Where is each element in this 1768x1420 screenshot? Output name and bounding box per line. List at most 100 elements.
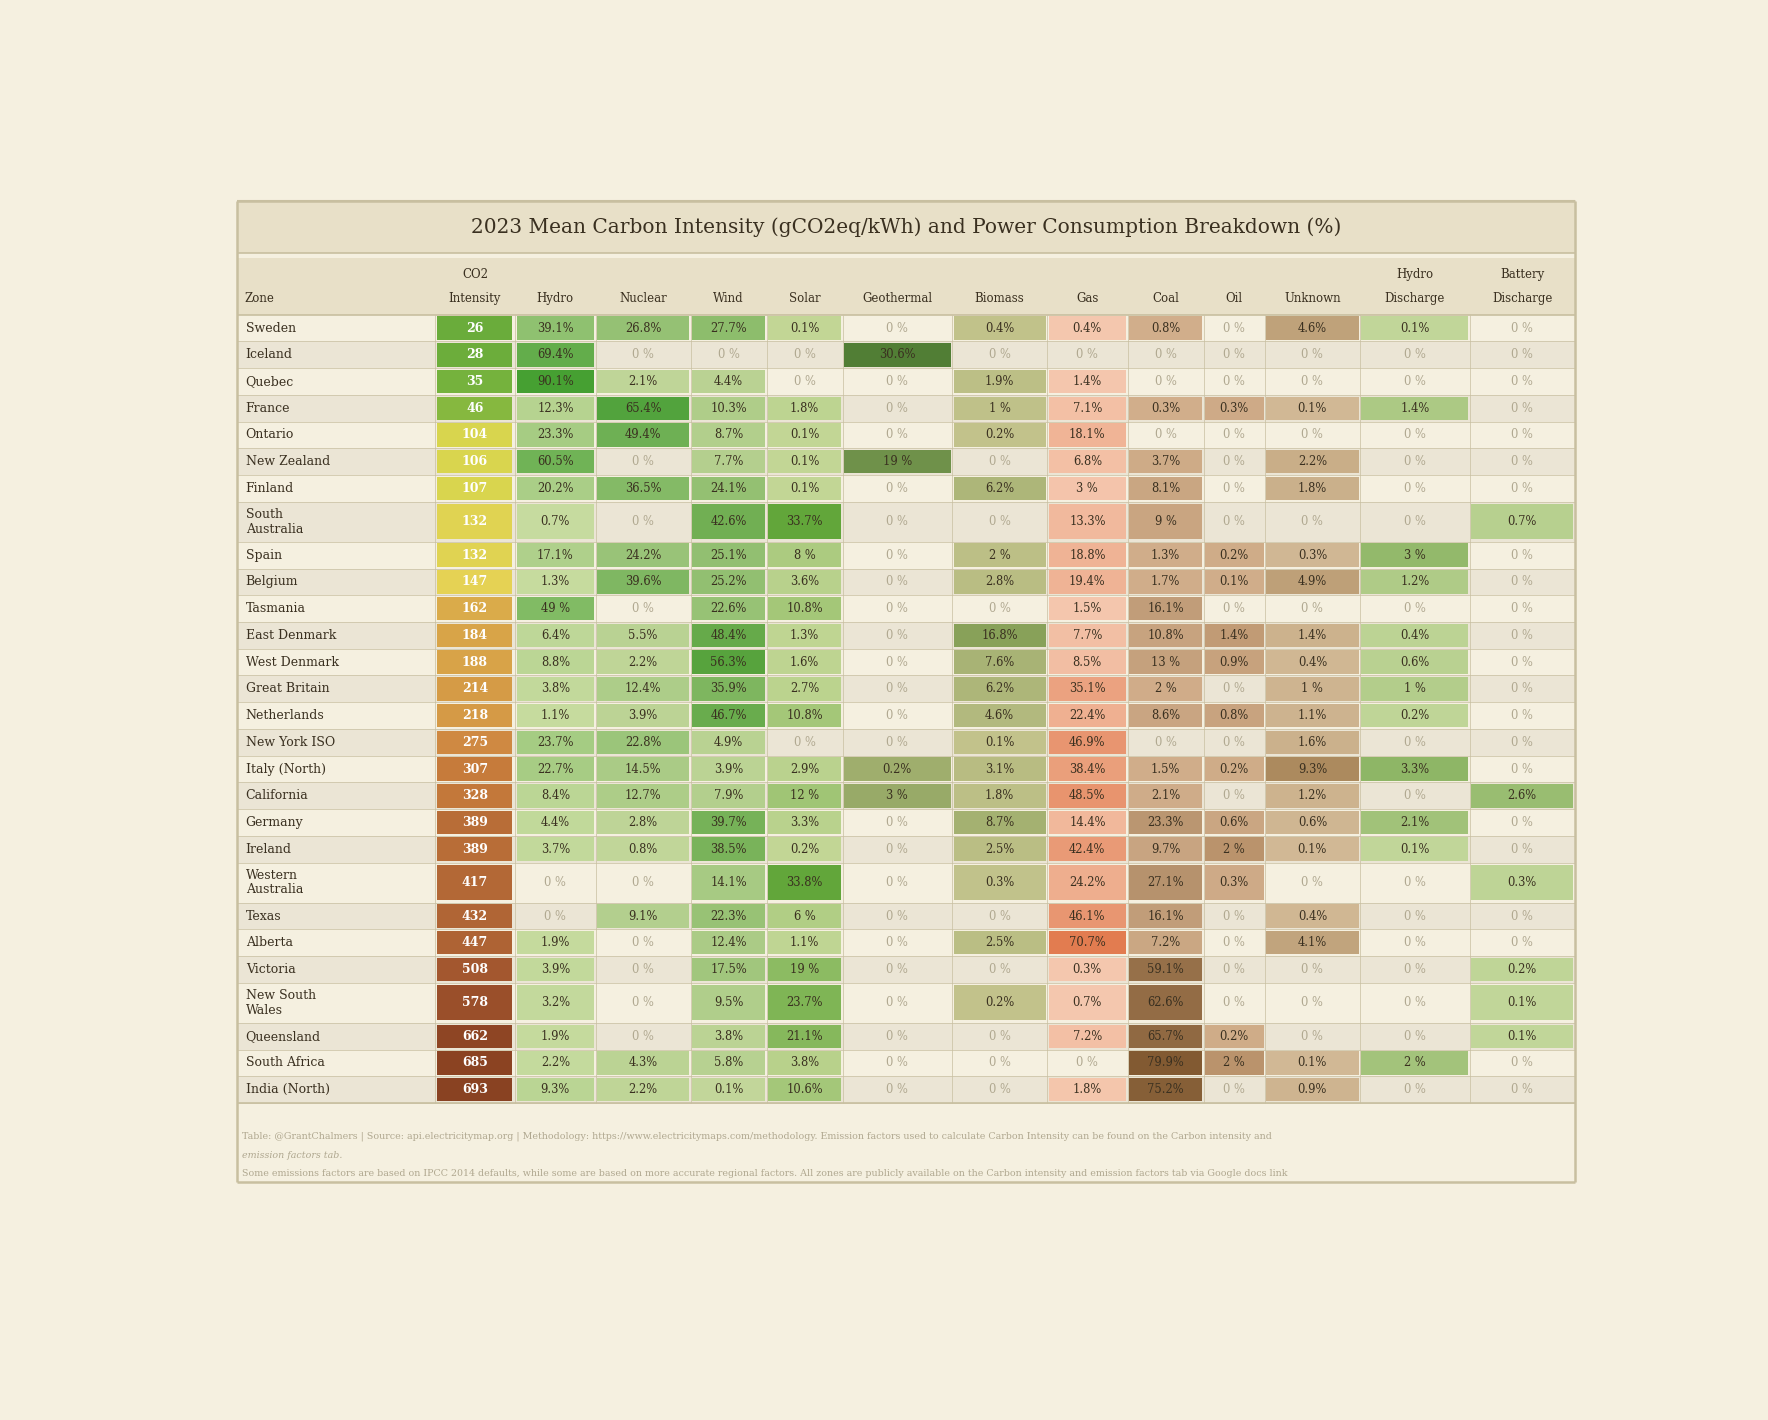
Bar — [953, 757, 1045, 781]
Text: 0 %: 0 % — [545, 909, 566, 923]
Bar — [1130, 317, 1202, 339]
Text: 4.1%: 4.1% — [1298, 936, 1328, 949]
Text: 0 %: 0 % — [1512, 348, 1533, 361]
Text: 0.3%: 0.3% — [1220, 876, 1248, 889]
Text: CO2: CO2 — [461, 268, 488, 281]
Text: 0 %: 0 % — [1512, 481, 1533, 496]
Text: 0.4%: 0.4% — [1298, 656, 1328, 669]
Text: emission factors tab.: emission factors tab. — [242, 1152, 341, 1160]
Bar — [691, 650, 766, 674]
Text: 0.4%: 0.4% — [1073, 321, 1101, 335]
Text: 0 %: 0 % — [1301, 602, 1322, 615]
Text: 0 %: 0 % — [988, 1030, 1011, 1042]
Text: 0.7%: 0.7% — [1508, 515, 1536, 528]
Text: 26.8%: 26.8% — [624, 321, 661, 335]
Bar — [598, 1078, 690, 1102]
Bar — [767, 905, 842, 927]
Text: 0 %: 0 % — [1512, 629, 1533, 642]
Text: South Africa: South Africa — [246, 1056, 325, 1069]
Text: 389: 389 — [461, 842, 488, 856]
Bar — [1266, 623, 1358, 648]
Bar — [437, 344, 513, 366]
Bar — [237, 368, 1575, 395]
Bar — [767, 623, 842, 648]
Text: 0 %: 0 % — [886, 575, 909, 588]
Text: 0 %: 0 % — [886, 481, 909, 496]
Text: 2 %: 2 % — [1223, 1056, 1245, 1069]
Bar — [1130, 838, 1202, 861]
Text: 0.1%: 0.1% — [1400, 321, 1429, 335]
Bar — [598, 811, 690, 834]
Text: 3.7%: 3.7% — [1151, 456, 1181, 469]
Text: 0 %: 0 % — [1512, 816, 1533, 829]
Text: 508: 508 — [461, 963, 488, 976]
Text: Unknown: Unknown — [1284, 293, 1340, 305]
Bar — [1266, 677, 1358, 700]
Text: 4.9%: 4.9% — [1298, 575, 1328, 588]
Text: 0.4%: 0.4% — [1298, 909, 1328, 923]
Bar — [1048, 757, 1126, 781]
Text: New Zealand: New Zealand — [246, 456, 331, 469]
Bar — [1361, 396, 1467, 420]
Bar — [691, 838, 766, 861]
Bar — [437, 957, 513, 981]
Bar — [516, 623, 594, 648]
Text: 0.9%: 0.9% — [1220, 656, 1248, 669]
Bar — [1048, 905, 1126, 927]
Text: 417: 417 — [461, 876, 488, 889]
Text: 2.7%: 2.7% — [790, 683, 819, 696]
Text: 56.3%: 56.3% — [711, 656, 746, 669]
Bar — [437, 1078, 513, 1102]
Bar — [1206, 623, 1264, 648]
Bar — [1130, 811, 1202, 834]
Text: 46.9%: 46.9% — [1070, 736, 1105, 748]
Text: 18.1%: 18.1% — [1070, 429, 1105, 442]
Text: New South
Wales: New South Wales — [246, 990, 316, 1017]
Text: Hydro: Hydro — [1397, 268, 1434, 281]
Bar — [516, 838, 594, 861]
Bar — [516, 677, 594, 700]
Bar — [767, 596, 842, 621]
Text: 0 %: 0 % — [1404, 375, 1425, 388]
Text: 3 %: 3 % — [1404, 548, 1425, 562]
Bar — [1130, 396, 1202, 420]
Text: 12.4%: 12.4% — [624, 683, 661, 696]
Text: 22.8%: 22.8% — [624, 736, 661, 748]
Bar — [437, 730, 513, 754]
Bar — [598, 317, 690, 339]
Bar — [1048, 504, 1126, 540]
Text: Wind: Wind — [713, 293, 744, 305]
Text: Discharge: Discharge — [1492, 293, 1552, 305]
Text: 24.1%: 24.1% — [711, 481, 746, 496]
Text: 0 %: 0 % — [1512, 709, 1533, 723]
Text: 2.2%: 2.2% — [541, 1056, 569, 1069]
Text: West Denmark: West Denmark — [246, 656, 339, 669]
Bar — [1361, 704, 1467, 727]
Text: 46.1%: 46.1% — [1070, 909, 1105, 923]
Bar — [516, 650, 594, 674]
Bar — [691, 423, 766, 447]
Bar — [1471, 957, 1574, 981]
Text: 2.8%: 2.8% — [985, 575, 1015, 588]
Bar — [237, 449, 1575, 476]
Text: 0 %: 0 % — [1512, 402, 1533, 415]
Text: 0.2%: 0.2% — [1220, 1030, 1248, 1042]
Bar — [767, 544, 842, 567]
Bar — [598, 571, 690, 594]
Text: 0 %: 0 % — [988, 515, 1011, 528]
Bar — [598, 623, 690, 648]
Text: Discharge: Discharge — [1384, 293, 1444, 305]
Text: 2 %: 2 % — [988, 548, 1011, 562]
Bar — [437, 504, 513, 540]
Bar — [767, 757, 842, 781]
Text: 0 %: 0 % — [633, 936, 654, 949]
Text: 104: 104 — [461, 429, 488, 442]
Text: 0 %: 0 % — [1223, 348, 1245, 361]
Bar — [1266, 757, 1358, 781]
Bar — [953, 544, 1045, 567]
Text: 24.2%: 24.2% — [624, 548, 661, 562]
Text: 4.9%: 4.9% — [714, 736, 743, 748]
Text: 2 %: 2 % — [1404, 1056, 1425, 1069]
Text: 0.2%: 0.2% — [790, 842, 819, 856]
Text: 3.3%: 3.3% — [790, 816, 819, 829]
